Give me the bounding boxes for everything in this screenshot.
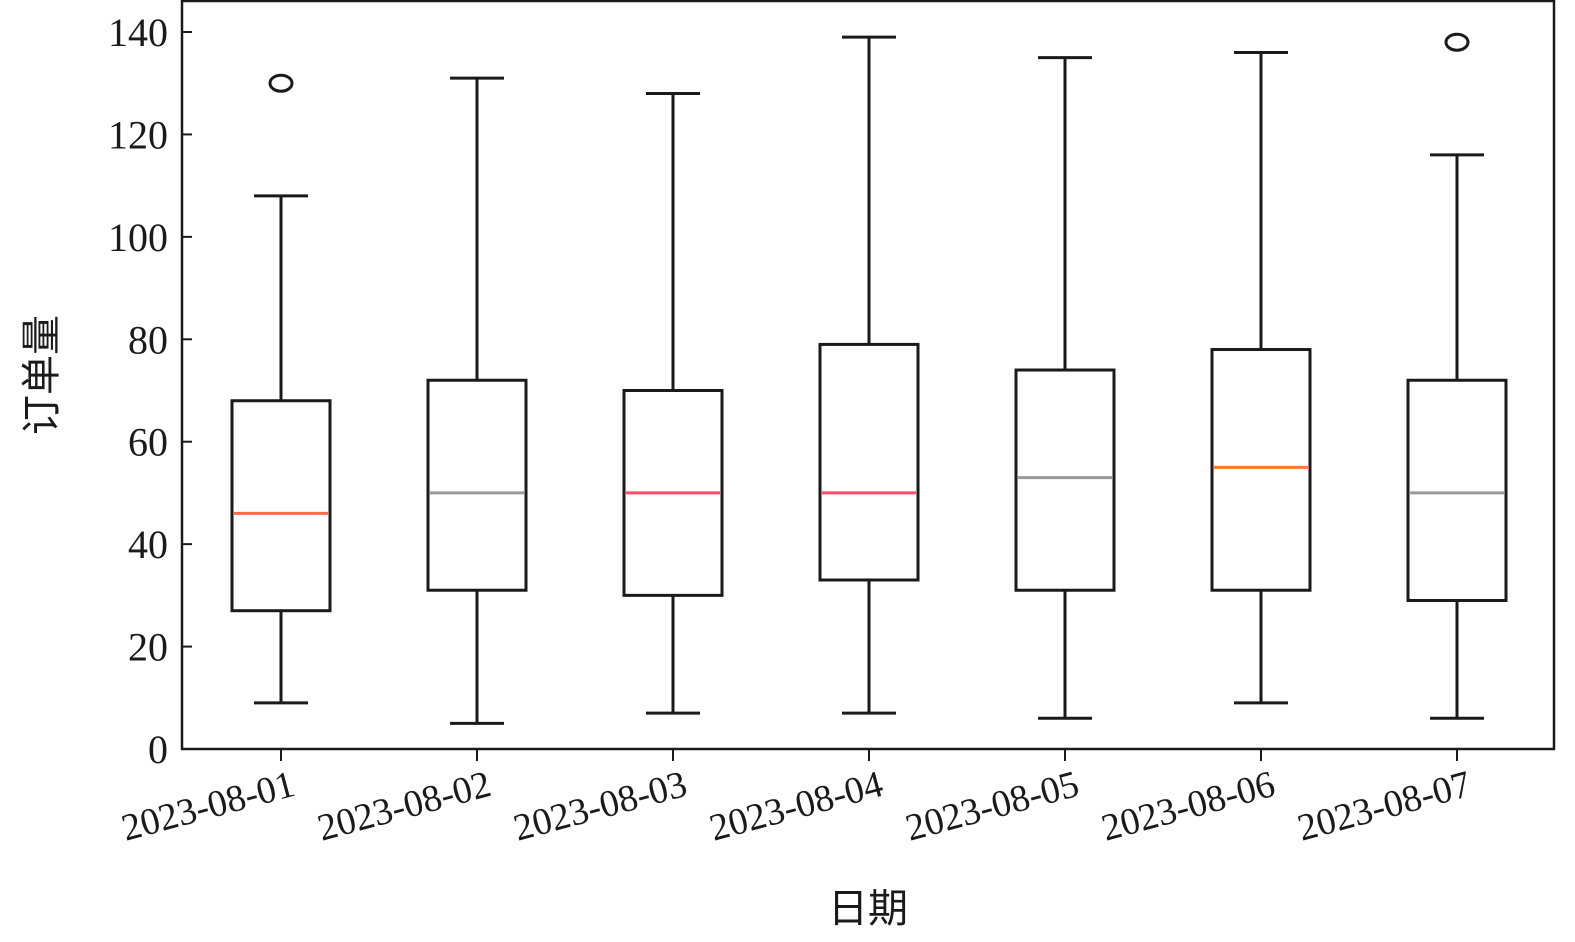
y-tick-label: 100 (108, 215, 168, 260)
box-group (622, 91, 724, 715)
outlier-point (1444, 32, 1470, 52)
x-tick-label: 2023-08-03 (509, 763, 691, 849)
iqr-box (818, 342, 920, 582)
x-axis-title: 日期 (828, 886, 908, 932)
box-group (1406, 32, 1508, 720)
x-tick-label: 2023-08-05 (901, 763, 1083, 849)
box-series (230, 32, 1508, 725)
iqr-box (1014, 368, 1116, 592)
box-group (230, 73, 332, 705)
y-axis-title: 订单量 (19, 315, 65, 435)
x-tick-label: 2023-08-06 (1097, 763, 1279, 849)
box-group (1210, 50, 1312, 705)
x-tick-label: 2023-08-02 (313, 763, 495, 849)
x-tick-label: 2023-08-04 (705, 763, 887, 849)
iqr-box (1210, 348, 1312, 592)
y-axis: 0 20 40 60 80 100 120 140 (108, 10, 192, 772)
y-tick-label: 20 (128, 625, 168, 670)
box-group (426, 76, 528, 725)
y-tick-label: 140 (108, 10, 168, 55)
iqr-box (1406, 378, 1508, 602)
iqr-box (426, 378, 528, 592)
y-tick-label: 60 (128, 420, 168, 465)
y-tick-label: 0 (148, 727, 168, 772)
outlier-point (268, 73, 294, 93)
box-group (818, 35, 920, 715)
x-tick-label: 2023-08-07 (1293, 763, 1475, 849)
x-axis: 2023-08-01 2023-08-02 2023-08-03 2023-08-04… (117, 749, 1475, 850)
iqr-box (230, 399, 332, 613)
y-tick-label: 120 (108, 112, 168, 157)
box-group (1014, 56, 1116, 720)
x-tick-label: 2023-08-01 (117, 763, 299, 849)
y-tick-label: 80 (128, 317, 168, 362)
y-tick-label: 40 (128, 522, 168, 567)
